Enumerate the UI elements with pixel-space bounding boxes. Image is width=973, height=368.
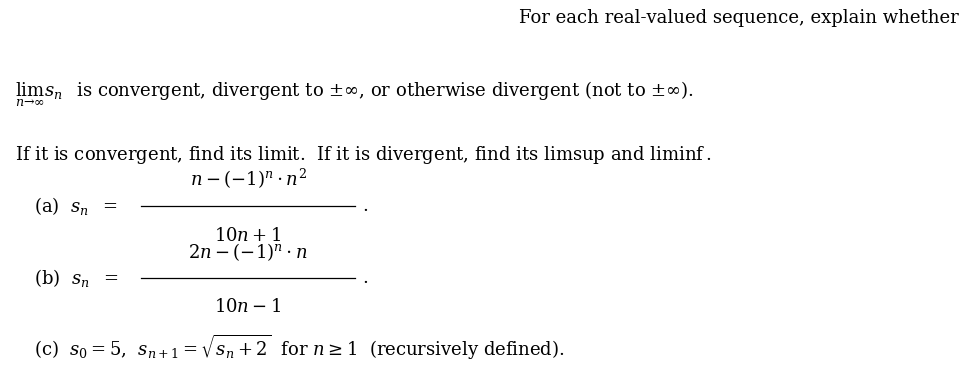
- Text: .: .: [362, 269, 368, 287]
- Text: $10n - 1$: $10n - 1$: [214, 298, 282, 316]
- Text: For each real-valued sequence, explain whether: For each real-valued sequence, explain w…: [519, 9, 958, 27]
- Text: $10n + 1$: $10n + 1$: [214, 227, 282, 244]
- Text: (a)  $s_n$  $=$: (a) $s_n$ $=$: [34, 195, 118, 217]
- Text: (b)  $s_n$  $=$: (b) $s_n$ $=$: [34, 267, 119, 289]
- Text: .: .: [362, 197, 368, 215]
- Text: $\lim_{n\to\infty} s_n$  is convergent, divergent to $\pm\infty$, or otherwise d: $\lim_{n\to\infty} s_n$ is convergent, d…: [15, 79, 694, 109]
- Text: (c)  $s_0 = 5$,  $s_{n+1} = \sqrt{s_n + 2}$  for $n \geq 1$  (recursively define: (c) $s_0 = 5$, $s_{n+1} = \sqrt{s_n + 2}…: [34, 333, 564, 362]
- Text: $2n - (-1)^n \cdot n$: $2n - (-1)^n \cdot n$: [189, 241, 307, 263]
- Text: $n - (-1)^n \cdot n^2$: $n - (-1)^n \cdot n^2$: [190, 166, 306, 191]
- Text: If it is convergent, find its limit.  If it is divergent, find its $\lim\sup$ an: If it is convergent, find its limit. If …: [15, 144, 711, 166]
